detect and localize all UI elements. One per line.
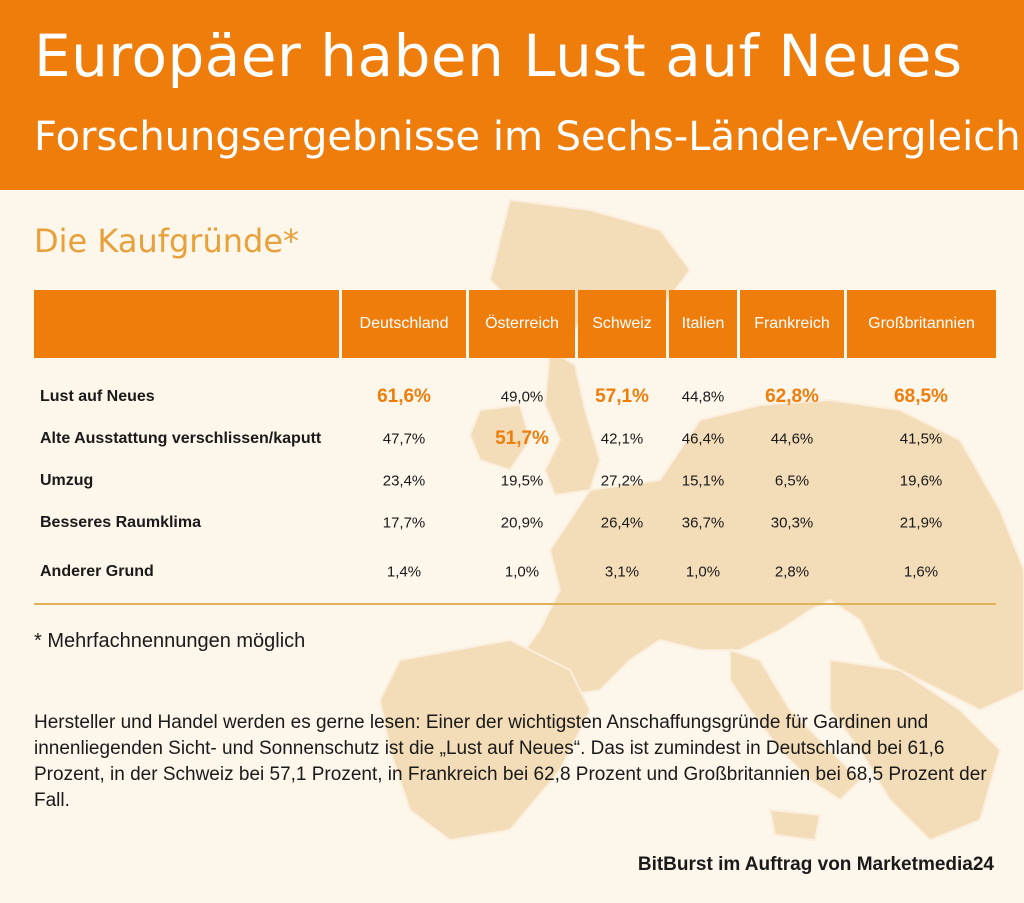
table-cell: 47,7% <box>382 430 426 448</box>
europe-map-background <box>378 198 1024 842</box>
table-cell: 27,2% <box>600 472 644 490</box>
table-cell: 49,0% <box>500 388 544 406</box>
section-title: Die Kaufgründe* <box>34 222 299 260</box>
footnote: * Mehrfachnennungen möglich <box>34 630 306 652</box>
table-cell: 3,1% <box>604 563 640 581</box>
table-cell: 44,6% <box>770 430 814 448</box>
column-header-bg <box>669 290 737 358</box>
column-header-frankreich: Frankreich <box>754 315 830 332</box>
page-subtitle: Forschungsergebnisse im Sechs-Länder-Ver… <box>34 114 1021 160</box>
column-header-oesterreich: Österreich <box>485 315 559 332</box>
table-cell: 44,8% <box>681 388 725 406</box>
table-cell: 36,7% <box>681 514 725 532</box>
table-cell: 19,5% <box>500 472 544 490</box>
table-cell: 30,3% <box>770 514 814 532</box>
page-title: Europäer haben Lust auf Neues <box>34 22 963 90</box>
header-banner: Europäer haben Lust auf Neues Forschungs… <box>0 0 1024 190</box>
row-label: Umzug <box>40 472 94 489</box>
column-header-deutschland: Deutschland <box>359 315 449 332</box>
source-credit: BitBurst im Auftrag von Marketmedia24 <box>637 854 994 875</box>
table-divider <box>34 603 996 605</box>
column-header-grossbritannien: Großbritannien <box>868 315 975 332</box>
table-cell: 1,4% <box>386 563 422 581</box>
table-cell: 1,6% <box>903 563 939 581</box>
table-cell: 23,4% <box>382 472 426 490</box>
row-label: Anderer Grund <box>40 563 154 580</box>
table-cell: 17,7% <box>382 514 426 532</box>
table-cell: 42,1% <box>600 430 644 448</box>
column-header-bg <box>578 290 666 358</box>
table-cell: 6,5% <box>774 472 810 490</box>
row-label: Lust auf Neues <box>40 388 155 405</box>
table-cell: 46,4% <box>681 430 725 448</box>
column-header-bg <box>342 290 466 358</box>
column-header-bg <box>469 290 575 358</box>
table-cell: 1,0% <box>685 563 721 581</box>
table-cell: 1,0% <box>504 563 540 581</box>
table-cell: 51,7% <box>495 428 549 449</box>
table-cell: 15,1% <box>681 472 725 490</box>
table-cell: 20,9% <box>500 514 544 532</box>
table-cell: 26,4% <box>600 514 644 532</box>
table-cell: 61,6% <box>377 386 431 407</box>
table-cell: 2,8% <box>774 563 810 581</box>
table-header-corner <box>34 290 339 358</box>
table-cell: 19,6% <box>899 472 943 490</box>
column-header-italien: Italien <box>681 315 725 332</box>
row-label: Besseres Raumklima <box>40 514 201 531</box>
row-label: Alte Ausstattung verschlissen/kaputt <box>40 430 322 447</box>
table-cell: 57,1% <box>595 386 649 407</box>
column-header-bg <box>847 290 996 358</box>
column-header-bg <box>740 290 844 358</box>
table-cell: 21,9% <box>899 514 943 532</box>
table-cell: 68,5% <box>894 386 948 407</box>
column-header-schweiz: Schweiz <box>592 315 652 332</box>
table-cell: 62,8% <box>765 386 819 407</box>
table-cell: 41,5% <box>899 430 943 448</box>
body-paragraph: Hersteller und Handel werden es gerne le… <box>34 712 987 811</box>
